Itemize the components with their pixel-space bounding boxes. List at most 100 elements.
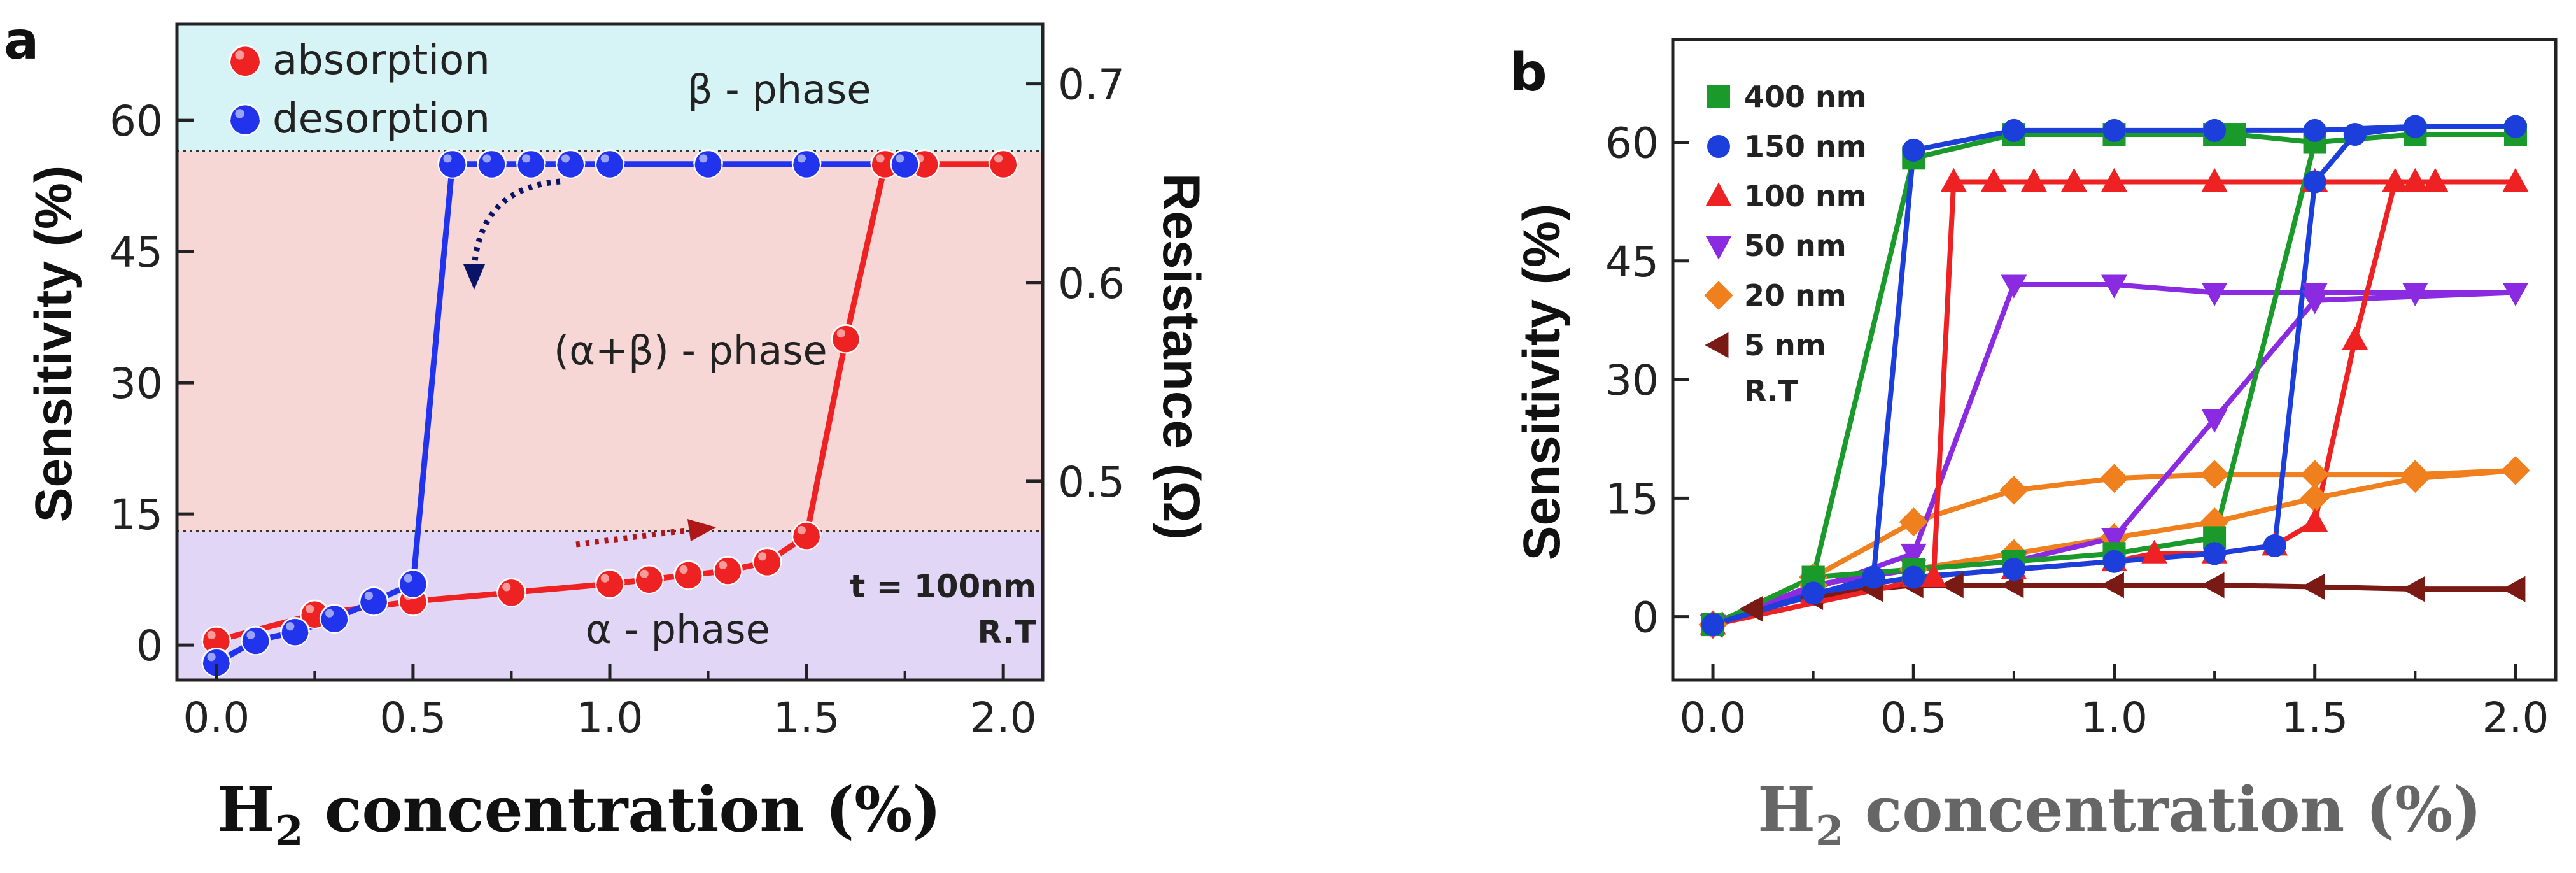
series-5-nm-point bbox=[2301, 574, 2325, 600]
x-tick-label: 0.0 bbox=[1680, 693, 1747, 742]
series-100-nm-point bbox=[2201, 167, 2228, 192]
annotation-thickness: t = 100nm bbox=[850, 568, 1036, 605]
panel-b-y-axis-title: Sensitivity (%) bbox=[1513, 204, 1571, 560]
panel-b-legend: 400 nm 150 nm 100 nm 50 nm 20 nm 5 nm bbox=[1704, 80, 1867, 362]
absorption-point bbox=[752, 547, 782, 577]
y-tick-label: 0 bbox=[1632, 593, 1659, 642]
series-100-nm-point bbox=[1940, 167, 1967, 192]
series-150-nm-point bbox=[2203, 542, 2227, 565]
legend-400-nm-marker bbox=[1707, 85, 1730, 108]
absorption-point bbox=[496, 578, 526, 607]
series-50-nm-point bbox=[2402, 282, 2428, 307]
x-tick-label: 0.0 bbox=[183, 693, 250, 742]
region-phase bbox=[177, 151, 1043, 532]
desorption-point bbox=[437, 149, 468, 179]
desorption-point bbox=[319, 604, 349, 634]
absorption-guide-arrow bbox=[575, 519, 716, 548]
series-150-nm-point bbox=[2343, 123, 2367, 146]
absorption-point bbox=[673, 560, 704, 590]
series-150-nm-point bbox=[1902, 138, 1925, 162]
legend-5-nm-label: 5 nm bbox=[1744, 328, 1826, 362]
panel-a-y2-axis-title: Resistance (Ω) bbox=[1152, 173, 1210, 540]
y-tick-label: 15 bbox=[1605, 474, 1659, 523]
desorption-point bbox=[398, 569, 428, 599]
series-5-nm-point bbox=[2401, 576, 2425, 602]
x-tick-label: 2.0 bbox=[2482, 693, 2549, 742]
region-alpha-beta-label: (α+β) - phase bbox=[554, 327, 827, 374]
series-50-nm-point bbox=[1900, 543, 1927, 567]
desorption-point bbox=[791, 149, 822, 179]
panel-a-y-axis-title: Sensitivity (%) bbox=[25, 166, 83, 522]
legend-150-nm-label: 150 nm bbox=[1744, 129, 1867, 164]
absorption-point bbox=[988, 149, 1018, 179]
x-tick-label: 1.0 bbox=[577, 693, 644, 742]
series-20-nm-point bbox=[1899, 507, 1928, 537]
panel-b-x-axis-title: H2 concentration (%) bbox=[1757, 774, 2482, 855]
series-100-nm-point bbox=[2141, 539, 2167, 564]
legend-100-nm-label: 100 nm bbox=[1744, 179, 1867, 213]
y-tick-label: 60 bbox=[109, 97, 163, 146]
absorption-line bbox=[215, 161, 1004, 644]
x-tick-label: 1.5 bbox=[773, 693, 840, 742]
series-150-nm-point bbox=[2263, 534, 2286, 557]
absorption-point bbox=[791, 520, 822, 551]
desorption-point bbox=[358, 586, 389, 616]
series-400-nm-line bbox=[1712, 132, 2518, 627]
absorption-point bbox=[634, 564, 665, 595]
series-400-nm-point bbox=[2223, 123, 2246, 146]
series-150-nm-point bbox=[1701, 613, 1725, 637]
y2-tick-label: 0.7 bbox=[1058, 60, 1125, 110]
series-100-nm-point bbox=[1920, 563, 1947, 587]
x-tick-label: 0.5 bbox=[379, 693, 446, 742]
series-100-nm-point bbox=[2402, 167, 2428, 192]
region-alpha-label: α - phase bbox=[586, 606, 770, 653]
desorption-point bbox=[241, 625, 271, 656]
panel-a-label: a bbox=[4, 11, 39, 71]
desorption-point bbox=[279, 616, 310, 647]
panel-a-legend: absorption desorption bbox=[229, 37, 490, 143]
desorption-guide-arrow bbox=[463, 178, 561, 290]
legend-100-nm-marker bbox=[1705, 182, 1732, 206]
absorption-point bbox=[595, 569, 625, 599]
series-50-nm-point bbox=[2502, 282, 2529, 307]
y2-tick-label: 0.6 bbox=[1058, 259, 1125, 308]
x-tick-label: 1.0 bbox=[2081, 693, 2148, 742]
region-beta-label: β - phase bbox=[687, 66, 871, 113]
y2-tick-label: 0.5 bbox=[1058, 458, 1125, 507]
x-tick-label: 1.5 bbox=[2281, 693, 2348, 742]
desorption-point bbox=[516, 149, 546, 179]
series-50-nm-point bbox=[2201, 409, 2228, 433]
y-tick-label: 0 bbox=[136, 621, 163, 671]
series-100-nm-point bbox=[2302, 507, 2328, 532]
series-100-nm-point bbox=[2021, 167, 2047, 192]
y-tick-label: 30 bbox=[1605, 356, 1659, 405]
series-20-nm-point bbox=[2099, 464, 2129, 493]
series-150-nm-point bbox=[2303, 170, 2326, 194]
y-tick-label: 60 bbox=[1605, 118, 1659, 167]
series-150-nm-point bbox=[1862, 565, 1885, 589]
series-150-nm-point bbox=[2102, 550, 2126, 573]
series-150-nm-point bbox=[1801, 581, 1825, 605]
series-150-nm-point bbox=[2404, 115, 2427, 138]
series-5-nm-point bbox=[2200, 572, 2225, 599]
series-100-nm-point bbox=[2502, 167, 2529, 192]
desorption-point bbox=[201, 648, 232, 678]
series-50-nm-point bbox=[2101, 274, 2127, 299]
desorption-point bbox=[890, 149, 920, 179]
absorption-point bbox=[831, 323, 861, 354]
series-5-nm-point bbox=[2100, 572, 2124, 599]
series-150-nm-point bbox=[2002, 558, 2025, 581]
desorption-point bbox=[693, 149, 724, 179]
desorption-point bbox=[595, 149, 625, 179]
series-50-nm-point bbox=[2201, 282, 2228, 307]
series-150-nm-point bbox=[1902, 565, 1925, 589]
series-150-nm-point bbox=[2303, 118, 2326, 142]
legend-400-nm-label: 400 nm bbox=[1744, 80, 1867, 114]
panel-b-legend-room-temp: R.T bbox=[1744, 374, 1799, 408]
panel-b: 0.0 0.5 1.0 1.5 2.0 0 15 30 45 60 b 400 nm 150 nm 1… bbox=[1510, 38, 2558, 855]
series-100-nm-point bbox=[2342, 326, 2368, 350]
legend-50-nm-marker bbox=[1705, 236, 1732, 260]
y-tick-label: 45 bbox=[109, 228, 163, 277]
legend-desorption-label: desorption bbox=[272, 96, 490, 143]
